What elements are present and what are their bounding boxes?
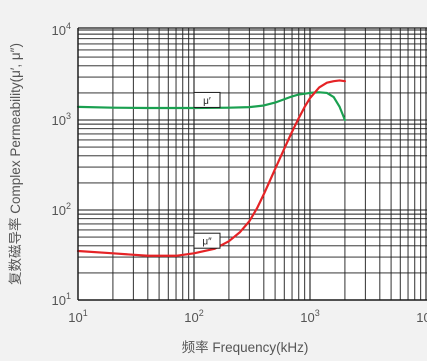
series-label-box [193, 91, 221, 108]
series-label-text: μ″ [202, 237, 212, 248]
x-tick-label: 104 [416, 308, 427, 325]
y-tick-label: 103 [52, 111, 71, 128]
y-tick-label: 104 [52, 21, 71, 38]
series-label-0: μ′ [193, 91, 221, 108]
series-label-layer: μ′ μ″ [193, 91, 221, 249]
y-axis-label: 复数磁导率 Complex Permeability(μ′, μ″) [7, 43, 23, 285]
series-line-0 [76, 91, 347, 122]
series-label-text: μ′ [203, 96, 211, 107]
plot-background [78, 28, 427, 300]
y-tick-label: 102 [52, 201, 71, 218]
series-layer [76, 79, 347, 257]
x-tick-label: 101 [68, 308, 87, 325]
grid-layer [77, 28, 427, 301]
x-tick-label: 102 [184, 308, 203, 325]
x-tick-label: 103 [300, 308, 319, 325]
series-label-1: μ″ [193, 232, 221, 249]
frame-layer [77, 27, 427, 301]
x-axis-label: 频率 Frequency(kHz) [182, 339, 309, 355]
series-label-box [193, 232, 221, 249]
series-line-1 [76, 79, 347, 257]
y-tick-label: 101 [52, 291, 71, 308]
tick-layer: 101 102 103 104 101 102 103 104 [52, 21, 427, 325]
